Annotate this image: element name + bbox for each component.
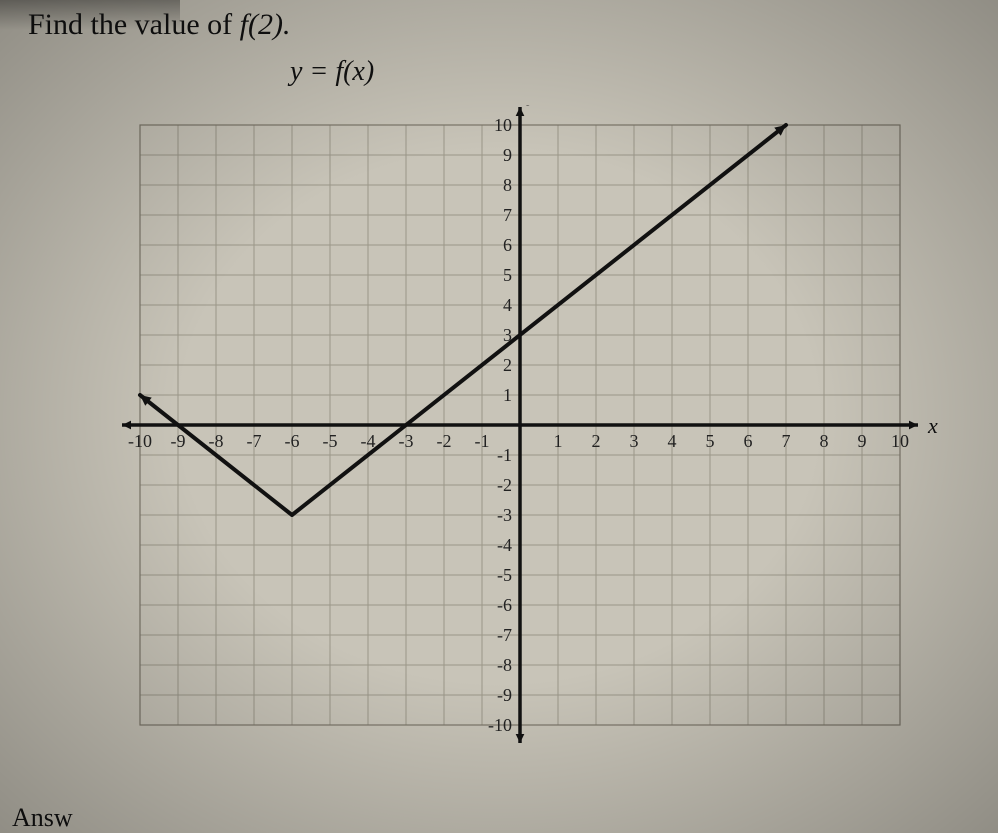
- svg-text:x: x: [927, 413, 938, 438]
- svg-text:-6: -6: [285, 431, 300, 451]
- svg-text:2: 2: [592, 431, 601, 451]
- question-fx: f(2).: [240, 8, 291, 41]
- svg-text:1: 1: [554, 431, 563, 451]
- svg-text:5: 5: [706, 431, 715, 451]
- question-text: Find the value of f(2).: [28, 8, 290, 42]
- svg-text:-2: -2: [497, 475, 512, 495]
- svg-text:-6: -6: [497, 595, 512, 615]
- svg-text:1: 1: [503, 385, 512, 405]
- svg-text:2: 2: [503, 355, 512, 375]
- svg-text:10: 10: [494, 115, 512, 135]
- svg-text:4: 4: [503, 295, 512, 315]
- svg-text:-7: -7: [247, 431, 262, 451]
- svg-text:6: 6: [744, 431, 753, 451]
- svg-text:-8: -8: [209, 431, 224, 451]
- svg-text:9: 9: [503, 145, 512, 165]
- svg-text:5: 5: [503, 265, 512, 285]
- svg-text:-1: -1: [475, 431, 490, 451]
- question-prefix: Find the value of: [28, 8, 240, 41]
- svg-text:y: y: [526, 105, 538, 106]
- svg-text:7: 7: [782, 431, 791, 451]
- svg-text:-3: -3: [497, 505, 512, 525]
- svg-text:8: 8: [820, 431, 829, 451]
- svg-text:-3: -3: [399, 431, 414, 451]
- svg-text:-5: -5: [323, 431, 338, 451]
- svg-text:-9: -9: [171, 431, 186, 451]
- svg-text:-1: -1: [497, 445, 512, 465]
- svg-text:-9: -9: [497, 685, 512, 705]
- svg-text:-10: -10: [128, 431, 152, 451]
- svg-text:4: 4: [668, 431, 677, 451]
- svg-text:-5: -5: [497, 565, 512, 585]
- svg-text:-10: -10: [488, 715, 512, 735]
- svg-text:-8: -8: [497, 655, 512, 675]
- svg-text:3: 3: [630, 431, 639, 451]
- svg-text:7: 7: [503, 205, 512, 225]
- svg-text:10: 10: [891, 431, 909, 451]
- function-graph: -10 -9 -8 -7 -6 -5 -4 -3 -2 -1 1 2 3 4 5 6 7 8 9 10 10 9 8 7 6 5 4…: [100, 105, 940, 745]
- svg-text:8: 8: [503, 175, 512, 195]
- svg-text:-2: -2: [437, 431, 452, 451]
- svg-text:9: 9: [858, 431, 867, 451]
- chart-svg: -10 -9 -8 -7 -6 -5 -4 -3 -2 -1 1 2 3 4 5 6 7 8 9 10 10 9 8 7 6 5 4…: [100, 105, 940, 745]
- answer-label-cut: Answ: [12, 803, 73, 833]
- svg-text:6: 6: [503, 235, 512, 255]
- svg-text:-4: -4: [497, 535, 512, 555]
- svg-text:-7: -7: [497, 625, 512, 645]
- equation-label: y = f(x): [290, 56, 374, 88]
- svg-text:-4: -4: [361, 431, 376, 451]
